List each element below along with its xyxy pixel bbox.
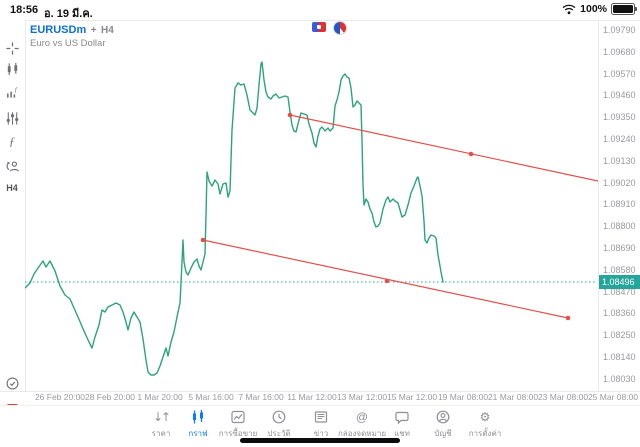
date-axis-label: 5 Mar 16:00 [188, 392, 234, 402]
history-clock-icon[interactable] [3, 374, 21, 392]
plot-bottom-divider [0, 391, 640, 392]
date-axis-label: 23 Mar 08:00 [537, 392, 589, 402]
price-line-series [25, 61, 444, 376]
status-time: 18:56 [10, 4, 39, 16]
gear-icon: ⚙ [479, 409, 491, 424]
event-clock-icon[interactable] [333, 21, 347, 35]
date-axis-label: 28 Feb 20:00 [84, 392, 136, 402]
tab-settings[interactable]: ⚙ การตั้งค่า [468, 409, 502, 439]
battery-icon [611, 3, 637, 15]
price-axis-label: 1.09790 [603, 25, 636, 35]
trendline-handle-dot [565, 315, 571, 321]
price-axis-label: 1.09460 [603, 90, 636, 100]
top-divider [0, 20, 640, 21]
chart-type-candles-icon[interactable] [3, 60, 21, 78]
objects-icon[interactable] [3, 109, 21, 127]
trendline-handle-dot [287, 112, 293, 118]
trendline [289, 114, 598, 182]
wifi-icon [562, 4, 576, 15]
chat-bubble-icon [394, 408, 410, 425]
tab-chart[interactable]: กราฟ [160, 408, 236, 440]
price-axis-label: 1.09130 [603, 156, 636, 166]
at-sign-icon: @ [355, 409, 369, 424]
trendline [202, 239, 569, 319]
event-flag-icon[interactable] [312, 22, 326, 32]
price-axis-label: 1.09570 [603, 68, 636, 79]
date-axis-label: 15 Mar 12:00 [386, 392, 438, 402]
tab-news[interactable]: ข่าว [283, 408, 359, 440]
date-axis-label: 11 Mar 12:00 [287, 392, 337, 402]
price-axis-label: 1.08030 [603, 374, 636, 384]
trendline-handle-dot [468, 151, 474, 157]
price-chart[interactable] [25, 20, 598, 391]
price-axis-label: 1.08140 [603, 352, 636, 362]
status-date: อ. 19 มี.ค. [44, 8, 93, 20]
account-person-icon [435, 408, 451, 425]
tab-history[interactable]: ประวัติ [241, 408, 317, 440]
depth-of-market-icon[interactable] [3, 157, 21, 175]
price-axis-label: 1.08580 [603, 265, 636, 275]
symbol-name[interactable]: EURUSDm [30, 24, 87, 36]
date-axis-label: 1 Mar 20:00 [137, 392, 183, 402]
date-axis-label: 26 Feb 20:00 [34, 392, 86, 402]
trendline-handle-dot [200, 237, 206, 243]
chart-tool-sidebar: f ƒ H4 [0, 20, 26, 417]
trendline-handle-dot [384, 278, 390, 284]
header-separator: + [90, 25, 97, 36]
price-axis-label: 1.09020 [603, 177, 636, 188]
price-axis-label: 1.08800 [603, 221, 636, 231]
price-axis-label: 1.08360 [603, 308, 636, 318]
function-icon[interactable]: ƒ [9, 133, 15, 148]
quotes-arrows-icon: ↓↑ [152, 409, 171, 424]
date-axis-label: 13 Mar 12:00 [336, 392, 388, 402]
indicators-icon[interactable]: f [3, 83, 21, 101]
chart-header: EURUSDm + H4 Euro vs US Dollar [30, 23, 114, 50]
home-indicator[interactable] [240, 438, 400, 443]
tab-chat[interactable]: แชท [364, 408, 440, 440]
date-axis-label: 7 Mar 16:00 [238, 392, 284, 402]
price-axis-label: 1.08470 [603, 286, 636, 297]
news-icon [313, 408, 329, 425]
price-axis-label: 1.09680 [603, 46, 636, 57]
status-right-cluster: 100% [562, 3, 637, 15]
header-timeframe[interactable]: H4 [100, 25, 114, 36]
symbol-description: Euro vs US Dollar [30, 38, 106, 49]
svg-text:f: f [14, 86, 17, 93]
battery-percent: 100% [580, 3, 607, 15]
history-clock-tab-icon [271, 408, 287, 425]
date-axis-label: 21 Mar 08:00 [487, 392, 539, 402]
trade-chart-icon [230, 408, 246, 425]
date-axis-label: 19 Mar 08:00 [437, 392, 489, 402]
toolbar-divider [0, 405, 640, 406]
crosshair-icon[interactable] [3, 39, 21, 57]
tab-mailbox[interactable]: @ กล่องจดหมาย [337, 409, 387, 439]
price-axis-label: 1.08690 [603, 243, 636, 253]
tab-accounts[interactable]: บัญชี [405, 408, 481, 440]
timeframe-button[interactable]: H4 [6, 183, 18, 193]
price-axis-label: 1.08250 [603, 330, 636, 340]
price-axis[interactable]: 1.09790 1.09680 1.09570 1.09460 1.09350 1.092… [598, 20, 640, 391]
tab-trade[interactable]: การซื้อขาย [200, 408, 276, 440]
price-axis-label: 1.08910 [603, 199, 636, 209]
tab-quotes[interactable]: ↓↑ ราคา [151, 409, 171, 439]
price-axis-label: 1.09240 [603, 134, 636, 144]
price-axis-label: 1.09350 [603, 112, 636, 122]
candlestick-tab-icon [190, 408, 206, 425]
current-price-tag: 1.08496 [599, 275, 640, 289]
date-axis[interactable]: 26 Feb 20:00 28 Feb 20:00 1 Mar 20:00 5 Mar… [0, 392, 640, 405]
date-axis-label: 25 Mar 08:00 [587, 392, 639, 402]
